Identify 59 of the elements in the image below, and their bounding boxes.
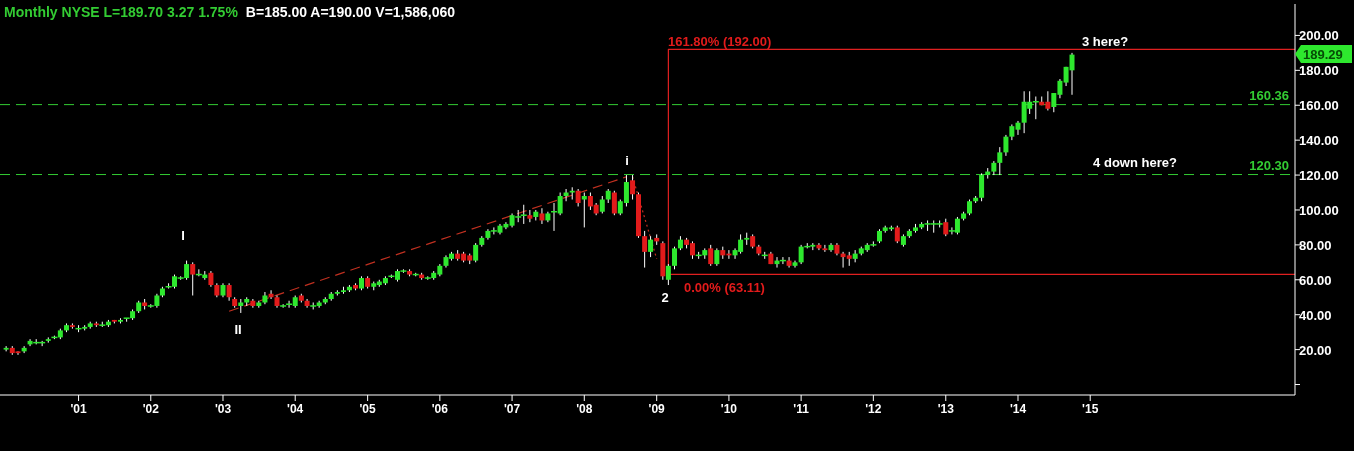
y-tick-label: 40.00 (1299, 307, 1332, 323)
candlestick (997, 146, 1003, 176)
candlestick (279, 303, 287, 309)
candlestick (822, 244, 828, 253)
candlestick (672, 246, 678, 270)
annotation: II (234, 322, 242, 337)
candlestick (527, 209, 533, 223)
annotation: 161.80% (192.00) (668, 34, 772, 49)
x-tick-label: '12 (865, 402, 882, 416)
candlestick (648, 235, 654, 258)
annotation: 3 here? (1081, 34, 1129, 49)
y-tick-label: 80.00 (1299, 237, 1332, 253)
y-tick-label: 20.00 (1299, 342, 1332, 358)
x-tick-label: '02 (142, 402, 160, 416)
candlestick (642, 230, 648, 269)
y-tick-label: 180.00 (1299, 63, 1339, 79)
x-tick-label: '06 (431, 402, 449, 416)
candlestick (569, 186, 575, 200)
y-tick-label: 60.00 (1299, 272, 1332, 288)
x-tick-label: '08 (576, 402, 593, 416)
candlestick (708, 244, 714, 267)
x-tick-label: '04 (287, 402, 304, 416)
x-tick-label: '07 (503, 402, 521, 416)
candlestick (473, 242, 479, 263)
x-tick-label: '03 (214, 402, 232, 416)
x-tick-label: '15 (1082, 402, 1099, 416)
text: 189.29 (1303, 47, 1343, 62)
x-tick-label: '01 (70, 402, 87, 416)
ref-line-label: 120.30 (1249, 157, 1289, 173)
y-tick-label: 200.00 (1299, 28, 1339, 44)
annotation: I (181, 228, 185, 243)
y-tick-label: 120.00 (1299, 168, 1339, 184)
x-tick-label: '13 (937, 402, 955, 416)
chart-subtitle: B=185.00 A=190.00 V=1,586,060 (245, 4, 456, 20)
candlestick (3, 345, 9, 352)
chart-title: Monthly NYSE L=189.70 3.27 1.75% (4, 4, 239, 20)
x-tick-label: '05 (359, 402, 377, 416)
y-tick-label: 100.00 (1299, 202, 1339, 218)
y-tick-label: 140.00 (1299, 133, 1339, 149)
candlestick (665, 263, 671, 286)
x-tick-label: '11 (793, 402, 810, 416)
y-tick-label: 160.00 (1299, 98, 1339, 114)
x-tick-label: '09 (648, 402, 666, 416)
candlestick (190, 261, 196, 296)
candlestick (630, 174, 636, 200)
x-tick-label: '14 (1009, 402, 1027, 416)
candlestick (798, 244, 804, 265)
annotation: 4 down here? (1093, 155, 1177, 170)
annotation: 2 (661, 290, 669, 305)
candlestick (979, 172, 985, 202)
annotation: 0.00% (63.11) (684, 280, 765, 295)
candlestick (786, 256, 792, 269)
candlestick (581, 192, 587, 228)
ref-line-label: 160.36 (1249, 87, 1289, 103)
candlestick (539, 207, 545, 225)
candlestick (1003, 134, 1009, 157)
annotation: i (625, 153, 629, 168)
candlestick (611, 190, 617, 216)
x-tick-label: '10 (720, 402, 738, 416)
